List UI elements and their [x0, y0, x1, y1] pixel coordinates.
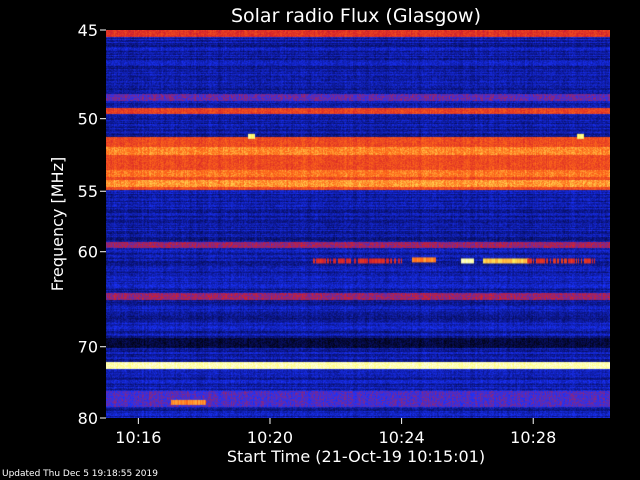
y-tick-label: 70 — [78, 338, 98, 357]
updated-timestamp: Updated Thu Dec 5 19:18:55 2019 — [2, 469, 158, 479]
x-tick-label: 10:16 — [115, 428, 161, 447]
y-tick-label: 50 — [78, 110, 98, 129]
y-tick-label: 60 — [78, 243, 98, 262]
x-tick-label: 10:20 — [247, 428, 293, 447]
y-tick-label: 80 — [78, 409, 98, 428]
x-tick-label: 10:24 — [379, 428, 425, 447]
x-axis-ticks: 10:16 10:20 10:24 10:28 — [115, 418, 556, 447]
spectrogram-plot-area — [106, 30, 610, 418]
y-tick-label: 45 — [78, 21, 98, 40]
chart-title: Solar radio Flux (Glasgow) — [231, 5, 481, 27]
y-axis-title: Frequency [MHz] — [48, 157, 67, 291]
x-tick-label: 10:28 — [510, 428, 556, 447]
y-axis-ticks: 45 50 55 60 70 80 — [78, 21, 106, 428]
y-tick-label: 55 — [78, 182, 98, 201]
x-axis-title: Start Time (21-Oct-19 10:15:01) — [227, 447, 485, 466]
